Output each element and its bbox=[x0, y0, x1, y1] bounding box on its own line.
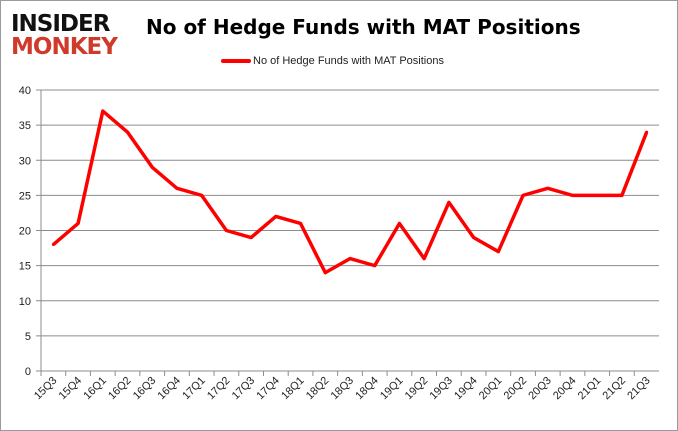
x-tick-label: 15Q4 bbox=[57, 375, 85, 403]
data-point bbox=[76, 221, 80, 225]
x-tick-label: 20Q1 bbox=[477, 375, 505, 403]
data-point bbox=[397, 221, 401, 225]
data-point bbox=[150, 165, 154, 169]
data-point bbox=[546, 186, 550, 190]
data-point bbox=[224, 229, 228, 232]
x-tick-label: 20Q4 bbox=[551, 375, 579, 403]
y-tick-label: 40 bbox=[19, 85, 31, 97]
x-tick-label: 17Q2 bbox=[205, 375, 233, 403]
data-point bbox=[521, 193, 525, 197]
x-tick-label: 16Q3 bbox=[131, 375, 159, 403]
x-tick-label: 19Q3 bbox=[427, 375, 455, 403]
data-point bbox=[422, 257, 426, 261]
data-point bbox=[274, 214, 278, 218]
x-tick-label: 18Q3 bbox=[329, 375, 357, 403]
x-tick-label: 15Q3 bbox=[32, 375, 60, 403]
y-tick-label: 10 bbox=[19, 296, 31, 308]
x-tick-label: 17Q4 bbox=[254, 375, 282, 403]
y-tick-label: 5 bbox=[25, 331, 31, 343]
x-tick-label: 21Q3 bbox=[625, 375, 653, 403]
data-point bbox=[595, 193, 599, 197]
y-tick-label: 0 bbox=[25, 366, 31, 378]
x-tick-label: 16Q2 bbox=[106, 375, 134, 403]
insider-monkey-logo: INSIDER MONKEY bbox=[11, 11, 126, 60]
x-tick-label: 17Q3 bbox=[230, 375, 258, 403]
data-point bbox=[299, 221, 303, 225]
chart-title: No of Hedge Funds with MAT Positions bbox=[146, 15, 581, 39]
logo-text-bottom: MONKEY bbox=[11, 34, 118, 60]
data-point bbox=[51, 243, 55, 247]
x-tick-label: 18Q4 bbox=[353, 375, 381, 403]
x-tick-label: 20Q3 bbox=[526, 375, 554, 403]
x-tick-label: 18Q1 bbox=[279, 375, 307, 403]
y-tick-label: 30 bbox=[19, 155, 31, 167]
data-point bbox=[645, 130, 649, 134]
data-point bbox=[175, 186, 179, 190]
y-tick-label: 25 bbox=[19, 190, 31, 202]
x-tick-label: 21Q2 bbox=[601, 375, 629, 403]
legend-swatch bbox=[221, 59, 251, 63]
x-tick-label: 16Q1 bbox=[81, 375, 109, 403]
legend: No of Hedge Funds with MAT Positions bbox=[221, 55, 444, 67]
data-point bbox=[200, 193, 204, 197]
x-tick-label: 19Q1 bbox=[378, 375, 406, 403]
series-line bbox=[52, 109, 649, 275]
x-tick-label: 19Q4 bbox=[452, 375, 480, 403]
data-point bbox=[496, 250, 500, 254]
x-tick-label: 19Q2 bbox=[403, 375, 431, 403]
data-point bbox=[101, 109, 105, 113]
x-tick-label: 18Q2 bbox=[304, 375, 332, 403]
data-point bbox=[447, 200, 451, 204]
x-tick-label: 21Q1 bbox=[576, 375, 604, 403]
logo-text-top: INSIDER bbox=[11, 11, 110, 37]
data-point bbox=[249, 236, 253, 240]
legend-label: No of Hedge Funds with MAT Positions bbox=[253, 55, 444, 67]
x-tick-label: 20Q2 bbox=[502, 375, 530, 403]
data-point bbox=[472, 236, 476, 240]
data-point bbox=[373, 264, 377, 268]
data-point bbox=[620, 193, 624, 197]
y-tick-label: 20 bbox=[19, 226, 31, 238]
data-point bbox=[570, 193, 574, 197]
data-point bbox=[323, 271, 327, 275]
y-tick-label: 15 bbox=[19, 261, 31, 273]
x-tick-label: 16Q4 bbox=[156, 375, 184, 403]
data-point bbox=[126, 130, 130, 134]
y-tick-label: 35 bbox=[19, 120, 31, 132]
data-point bbox=[348, 257, 352, 261]
x-tick-label: 17Q1 bbox=[180, 375, 208, 403]
